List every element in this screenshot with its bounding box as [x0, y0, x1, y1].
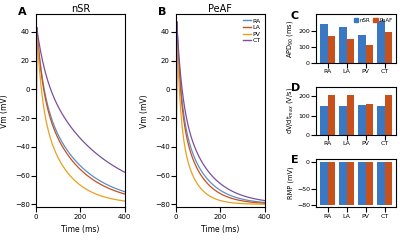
PV	[244, 202, 248, 205]
Bar	[366, 162, 373, 205]
LA	[217, 192, 222, 194]
Text: B: B	[158, 7, 167, 17]
Bar	[384, 162, 392, 205]
Text: C: C	[291, 11, 299, 20]
CT	[260, 199, 265, 202]
Y-axis label: APD$_{90}$ (ms): APD$_{90}$ (ms)	[286, 19, 296, 58]
Bar	[320, 24, 328, 63]
CT	[214, 179, 219, 182]
Line: RA: RA	[176, 22, 265, 204]
Bar	[346, 39, 354, 63]
Bar	[346, 162, 354, 205]
Bar	[377, 162, 384, 205]
PV	[260, 203, 265, 206]
RA	[262, 201, 267, 204]
X-axis label: Time (ms): Time (ms)	[61, 225, 100, 234]
LA	[178, 90, 183, 93]
Bar	[339, 107, 346, 135]
CT	[178, 74, 183, 77]
Line: PV: PV	[176, 22, 265, 204]
PV	[214, 198, 219, 201]
LA	[214, 190, 219, 193]
RA	[260, 201, 265, 204]
Bar	[384, 33, 392, 63]
Legend: nSR, PeAF: nSR, PeAF	[353, 17, 393, 23]
Bar	[328, 95, 335, 135]
RA	[217, 188, 222, 191]
CT	[244, 195, 248, 198]
LA	[260, 202, 265, 205]
RA	[244, 199, 248, 201]
Bar	[377, 20, 384, 63]
CT	[262, 199, 267, 202]
Line: CT: CT	[176, 22, 265, 204]
PV	[174, 203, 178, 206]
Bar	[358, 34, 366, 63]
Bar	[328, 36, 335, 63]
PV	[178, 108, 183, 111]
CT	[174, 203, 178, 206]
Bar	[377, 107, 384, 135]
Bar	[358, 162, 366, 205]
Text: A: A	[18, 7, 27, 17]
Y-axis label: Vm (mV): Vm (mV)	[140, 94, 150, 128]
LA	[244, 200, 248, 203]
Y-axis label: dV/dt$_{max}$ (V/s): dV/dt$_{max}$ (V/s)	[286, 87, 296, 134]
Y-axis label: Vm (mV): Vm (mV)	[0, 94, 9, 128]
Bar	[320, 162, 328, 205]
RA	[174, 20, 179, 23]
CT	[217, 181, 222, 184]
PV	[262, 203, 267, 206]
RA	[174, 203, 178, 206]
LA	[262, 202, 267, 205]
Bar	[339, 27, 346, 63]
Bar	[339, 162, 346, 205]
Legend: RA, LA, PV, CT: RA, LA, PV, CT	[243, 18, 262, 44]
Title: nSR: nSR	[71, 4, 90, 14]
LA	[260, 202, 264, 205]
Bar	[328, 162, 335, 205]
Bar	[366, 45, 373, 63]
PV	[217, 199, 222, 202]
PV	[260, 203, 264, 206]
RA	[178, 85, 183, 87]
Bar	[346, 95, 354, 135]
RA	[260, 201, 264, 204]
PV	[174, 20, 179, 23]
Y-axis label: RMP (mV): RMP (mV)	[288, 167, 294, 200]
Bar	[320, 106, 328, 135]
Line: LA: LA	[176, 22, 265, 204]
Bar	[366, 104, 373, 135]
Text: D: D	[291, 83, 300, 93]
CT	[260, 199, 264, 202]
Bar	[358, 105, 366, 135]
CT	[174, 20, 179, 23]
Title: PeAF: PeAF	[208, 4, 232, 14]
Bar	[384, 95, 392, 135]
Text: E: E	[291, 155, 298, 165]
LA	[174, 203, 178, 206]
X-axis label: Time (ms): Time (ms)	[201, 225, 240, 234]
LA	[174, 20, 179, 23]
RA	[214, 187, 219, 189]
